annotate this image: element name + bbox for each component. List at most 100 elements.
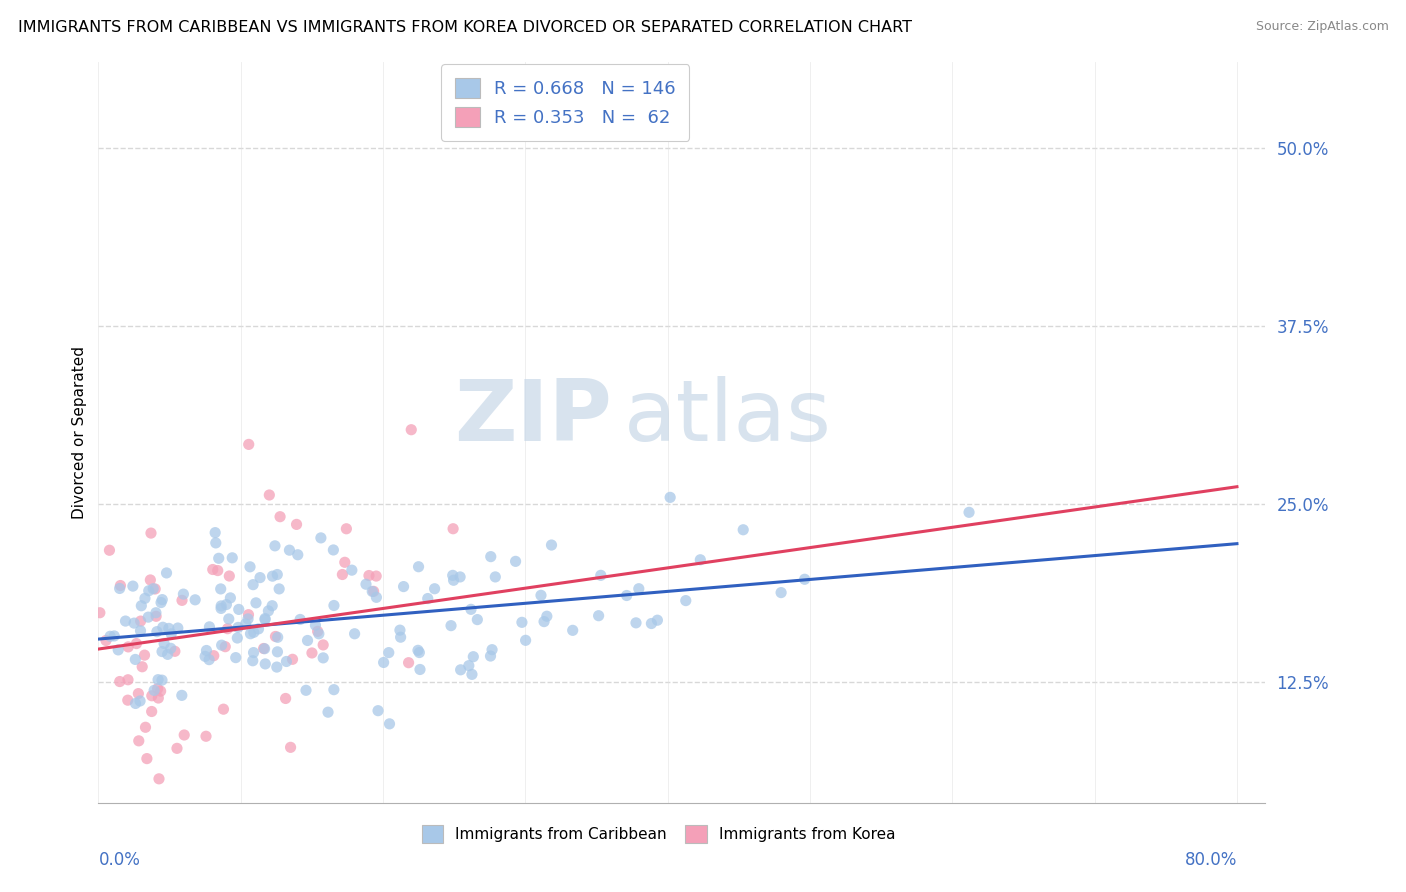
Point [588,608,610,623]
Point [124,697,146,711]
Point [163,644,186,658]
Text: ZIP: ZIP [454,376,612,459]
Point [228,602,250,616]
Point [141,705,163,719]
Point [128,734,150,748]
Point [323,599,346,613]
Text: 0.0%: 0.0% [98,851,141,869]
Point [367,704,389,718]
Point [561,624,583,638]
Point [202,648,225,663]
Point [515,633,537,648]
Point [589,568,612,582]
Point [243,625,266,640]
Point [108,582,131,596]
Point [449,570,471,584]
Point [366,569,388,583]
Point [198,653,221,667]
Point [253,641,276,656]
Text: 80.0%: 80.0% [1185,851,1237,869]
Point [479,549,502,564]
Point [409,663,432,677]
Point [378,646,401,660]
Point [194,649,217,664]
Point [304,618,326,632]
Point [274,691,297,706]
Point [145,609,167,624]
Point [312,638,335,652]
Point [146,624,169,639]
Point [135,751,157,765]
Point [148,772,170,786]
Point [143,683,166,698]
Point [733,523,755,537]
Point [107,643,129,657]
Point [389,630,412,644]
Point [624,615,647,630]
Point [211,638,233,652]
Point [114,614,136,628]
Point [122,579,145,593]
Point [484,570,506,584]
Point [640,616,662,631]
Point [266,660,288,674]
Point [467,613,489,627]
Point [249,571,271,585]
Point [195,729,218,743]
Point [357,568,380,582]
Point [150,644,173,658]
Point [288,612,311,626]
Point [450,663,472,677]
Point [254,613,277,627]
Point [322,682,344,697]
Point [108,674,131,689]
Point [280,740,302,755]
Point [245,596,267,610]
Point [647,613,669,627]
Point [616,589,638,603]
Point [198,620,221,634]
Point [172,587,194,601]
Point [316,705,339,719]
Point [117,693,139,707]
Point [129,694,152,708]
Point [481,642,503,657]
Point [150,592,173,607]
Point [285,517,308,532]
Point [131,659,153,673]
Point [689,553,711,567]
Point [441,568,464,582]
Point [252,641,274,656]
Point [209,599,232,613]
Point [134,720,156,734]
Point [287,548,309,562]
Point [153,636,176,650]
Point [957,505,980,519]
Point [139,573,162,587]
Point [378,716,401,731]
Point [530,588,553,602]
Point [659,491,682,505]
Point [236,612,259,626]
Point [242,577,264,591]
Point [155,566,177,580]
Point [146,673,169,687]
Point [266,567,288,582]
Point [239,626,262,640]
Point [215,598,238,612]
Point [307,624,329,639]
Point [408,646,430,660]
Point [204,525,226,540]
Point [122,616,145,631]
Point [406,643,429,657]
Point [264,630,287,644]
Point [142,582,165,596]
Point [262,599,284,613]
Point [159,641,181,656]
Y-axis label: Divorced or Separated: Divorced or Separated [72,346,87,519]
Point [110,578,132,592]
Point [134,591,156,606]
Point [117,673,139,687]
Point [195,643,218,657]
Point [219,591,242,605]
